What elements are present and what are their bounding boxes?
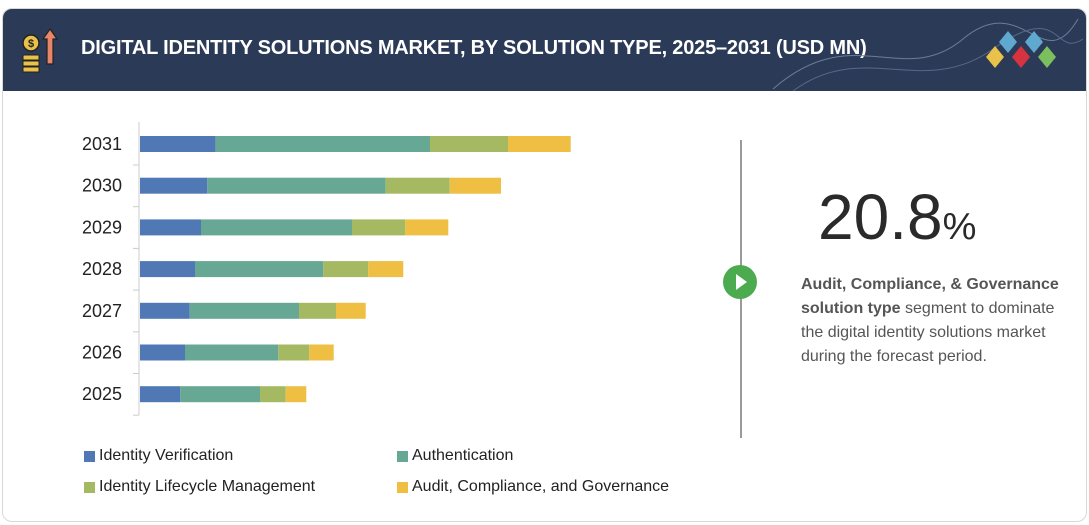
diamond-logo bbox=[772, 18, 1084, 91]
bar-segment bbox=[278, 344, 310, 361]
svg-text:$: $ bbox=[28, 38, 34, 50]
legend-swatch bbox=[397, 450, 408, 462]
bar-segment bbox=[140, 219, 201, 236]
bar-segment bbox=[285, 386, 307, 403]
y-tick-label: 2026 bbox=[82, 343, 122, 363]
stacked-bar-chart: 2031 2030 2029 2028 2027 2026 2025 bbox=[82, 122, 571, 416]
legend-label: Audit, Compliance, and Governance bbox=[412, 478, 670, 495]
legend-swatch bbox=[84, 450, 95, 462]
bar-segment bbox=[385, 177, 450, 194]
y-tick-label: 2030 bbox=[82, 176, 122, 196]
money-growth-icon: $ bbox=[22, 27, 59, 73]
y-tick-label: 2031 bbox=[82, 134, 122, 154]
legend-item-identity-lifecycle-management: Identity Lifecycle Management bbox=[84, 478, 315, 496]
legend-swatch bbox=[397, 481, 408, 493]
bar-segment bbox=[336, 302, 366, 319]
bar-segment bbox=[309, 344, 334, 361]
bar-segment bbox=[207, 177, 386, 194]
bar-segment bbox=[180, 386, 260, 403]
bar-segment bbox=[508, 136, 571, 152]
bar-segment bbox=[260, 386, 286, 403]
bar-segment bbox=[352, 219, 406, 236]
bar-segment bbox=[140, 261, 195, 278]
legend-swatch bbox=[84, 481, 95, 493]
y-tick-label: 2027 bbox=[82, 301, 122, 321]
y-tick-label: 2029 bbox=[82, 217, 122, 237]
bar-segment bbox=[140, 177, 208, 194]
bar-segment bbox=[195, 261, 324, 278]
bar-segment bbox=[299, 302, 336, 319]
callout-text: Audit, Compliance, & Governance solution… bbox=[801, 273, 1071, 369]
bar-segment bbox=[189, 302, 299, 319]
callout-bold: Audit, Compliance, & Governance solution… bbox=[801, 276, 1059, 317]
bar-segment bbox=[140, 344, 185, 361]
callout-body: segment to dominate the digital identity… bbox=[801, 300, 1055, 365]
legend-item-identity-verification: Identity Verification bbox=[84, 447, 233, 465]
bar-segment bbox=[430, 136, 508, 152]
bar-segment bbox=[185, 344, 279, 361]
bar-segment bbox=[323, 261, 369, 278]
legend-label: Identity Lifecycle Management bbox=[99, 478, 316, 495]
bar-segment bbox=[201, 219, 352, 236]
bar-segment bbox=[215, 136, 430, 152]
cagr-number: 20.8 bbox=[818, 181, 943, 253]
bar-segment bbox=[368, 261, 404, 278]
bar-segment bbox=[449, 177, 501, 194]
header: $ DIGITAL IDENTITY SOLUTIONS MARKET, BY … bbox=[3, 9, 1086, 91]
legend-item-authentication: Authentication bbox=[397, 447, 513, 465]
y-tick-label: 2028 bbox=[82, 259, 122, 279]
cagr-value: 20.8% bbox=[818, 185, 976, 249]
y-tick-label: 2025 bbox=[82, 384, 122, 404]
play-icon bbox=[723, 265, 757, 299]
cagr-unit: % bbox=[942, 206, 977, 248]
bar-segment bbox=[140, 386, 181, 403]
legend-label: Authentication bbox=[412, 447, 514, 464]
bar-segment bbox=[140, 136, 216, 152]
bar-segment bbox=[405, 219, 449, 236]
chart-title: DIGITAL IDENTITY SOLUTIONS MARKET, BY SO… bbox=[81, 37, 867, 59]
bar-segment bbox=[140, 302, 190, 319]
legend-label: Identity Verification bbox=[99, 447, 234, 464]
legend-item-audit-compliance-governance: Audit, Compliance, and Governance bbox=[397, 478, 669, 496]
